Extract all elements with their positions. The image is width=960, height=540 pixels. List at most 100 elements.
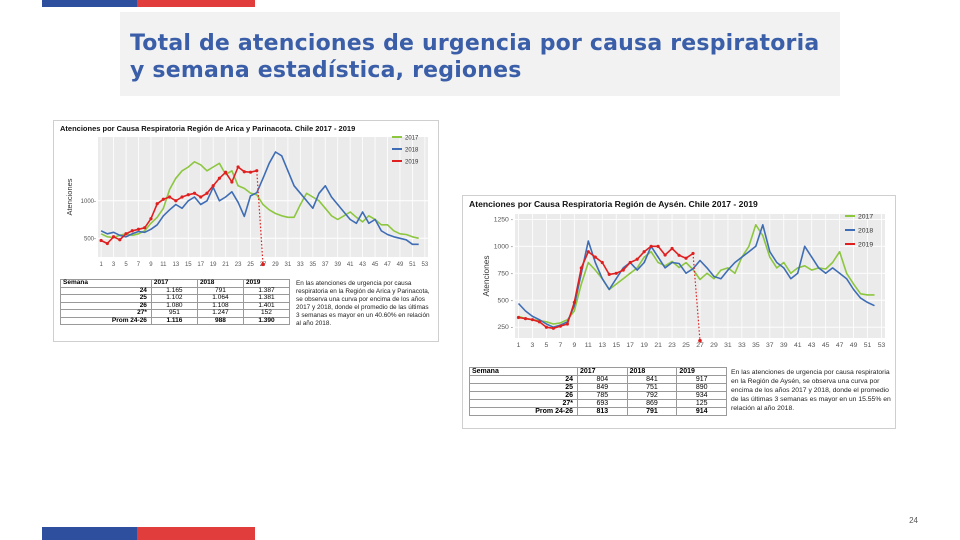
table-cell: 152 [242, 309, 291, 318]
data-point-2019 [614, 271, 618, 275]
x-tick-label: 29 [272, 262, 279, 268]
table-cell: 25 [60, 294, 152, 303]
data-point-2019 [224, 170, 228, 174]
data-point-2019 [255, 169, 259, 173]
table-cell: 27* [469, 399, 578, 408]
table-cell: 785 [577, 391, 628, 400]
data-point-2019 [593, 255, 597, 259]
x-tick-label: 19 [640, 342, 648, 349]
table-cell: 792 [626, 391, 678, 400]
data-point-2019 [558, 324, 562, 328]
y-tick-label: 1250 - [494, 216, 513, 223]
cutoff-data-point [698, 338, 702, 343]
table-header: 2019 [676, 367, 727, 376]
page-title: Total de atenciones de urgencia por caus… [130, 31, 820, 83]
table-cell: 1.390 [242, 316, 291, 325]
data-point-2019 [149, 217, 153, 221]
aysen-table: Semana 2017 2018 2019 24 804 841 917 25 849 7… [469, 367, 727, 416]
x-tick-label: 1 [517, 342, 521, 349]
cutoff-dotted-line [256, 170, 264, 265]
data-point-2019 [248, 170, 253, 174]
x-tick-label: 21 [654, 342, 662, 349]
cutoff-dotted-line [692, 253, 701, 341]
chart-title: Atenciones por Causa Respiratoria Región… [469, 199, 758, 209]
x-tick-label: 25 [247, 262, 254, 268]
table-header: 2019 [242, 279, 291, 288]
data-point-2019 [628, 260, 632, 265]
x-tick-label: 45 [372, 262, 379, 268]
legend-label-2017: 2017 [858, 214, 873, 221]
x-tick-label: 21 [222, 262, 229, 268]
arica-panel: Atenciones por Causa Respiratoria Región… [53, 120, 439, 342]
x-tick-label: 43 [808, 342, 816, 349]
table-header: 2018 [626, 367, 678, 376]
table-cell: 841 [626, 375, 678, 384]
x-tick-label: 13 [598, 342, 606, 349]
x-tick-label: 31 [724, 342, 732, 349]
x-tick-label: 9 [572, 342, 576, 349]
flag-stripe-blue-top [42, 0, 137, 7]
x-tick-label: 27 [696, 342, 704, 349]
data-point-2019 [586, 250, 590, 254]
flag-stripe-red-top [137, 0, 255, 7]
table-header: Semana [469, 367, 578, 376]
data-point-2019 [572, 300, 576, 305]
x-tick-label: 29 [710, 342, 718, 349]
data-point-2019 [684, 256, 688, 260]
arica-chart: Atenciones por Causa Respiratoria Región… [60, 124, 429, 268]
x-tick-label: 15 [185, 262, 192, 268]
legend-label-2019: 2019 [858, 242, 873, 249]
data-point-2019 [544, 325, 549, 329]
x-tick-label: 37 [766, 342, 774, 349]
table-row: 27* 951 1.247 152 [60, 309, 291, 318]
table-header: Semana [60, 279, 152, 288]
aysen-note: En las atenciones de urgencia por causa … [731, 369, 891, 412]
x-tick-label: 3 [112, 262, 116, 268]
title-box: Total de atenciones de urgencia por caus… [120, 12, 840, 96]
x-tick-label: 23 [235, 262, 242, 268]
table-cell: Prom 24-26 [60, 316, 152, 325]
table-cell: 917 [676, 375, 727, 384]
x-tick-label: 1 [99, 262, 103, 268]
table-row-average: Prom 24-26 1.116 988 1.390 [60, 316, 291, 325]
data-point-2019 [621, 268, 625, 272]
table-header-row: Semana 2017 2018 2019 [469, 367, 727, 376]
table-cell: 25 [469, 383, 578, 392]
x-tick-label: 17 [197, 262, 204, 268]
x-tick-label: 9 [149, 262, 153, 268]
x-tick-label: 53 [878, 342, 886, 349]
x-tick-label: 37 [322, 262, 329, 268]
data-point-2019 [168, 195, 172, 199]
data-point-2019 [600, 260, 604, 265]
data-point-2019 [205, 191, 209, 195]
table-row: 27* 693 869 125 [469, 399, 727, 408]
x-tick-label: 47 [384, 262, 391, 268]
x-tick-label: 5 [124, 262, 128, 268]
data-point-2019 [161, 197, 165, 201]
aysen-chart: Atenciones por Causa Respiratoria Región… [469, 199, 886, 349]
x-tick-label: 3 [531, 342, 535, 349]
y-tick-label: 750 - [498, 270, 514, 277]
x-tick-label: 39 [334, 262, 341, 268]
y-axis-label: Atenciones [65, 178, 74, 215]
y-axis-label: Atenciones [481, 255, 491, 296]
y-tick-label: 500 - [498, 297, 514, 304]
table-cell: 751 [626, 383, 678, 392]
data-point-2019 [124, 232, 128, 236]
data-point-2019 [236, 165, 240, 169]
x-tick-label: 17 [626, 342, 634, 349]
y-tick-label: 1000 - [494, 243, 513, 250]
data-point-2019 [136, 227, 141, 231]
table-cell: 813 [577, 407, 628, 416]
x-tick-label: 49 [850, 342, 858, 349]
series-line-2018 [100, 151, 419, 246]
chart-title: Atenciones por Causa Respiratoria Región… [60, 124, 355, 133]
table-cell: 951 [150, 309, 198, 318]
data-point-2019 [217, 176, 222, 180]
data-point-2019 [99, 238, 103, 243]
table-cell: 890 [676, 383, 727, 392]
x-tick-label: 35 [752, 342, 760, 349]
data-point-2019 [656, 244, 660, 248]
data-point-2019 [516, 315, 521, 320]
table-cell: 24 [469, 375, 578, 384]
